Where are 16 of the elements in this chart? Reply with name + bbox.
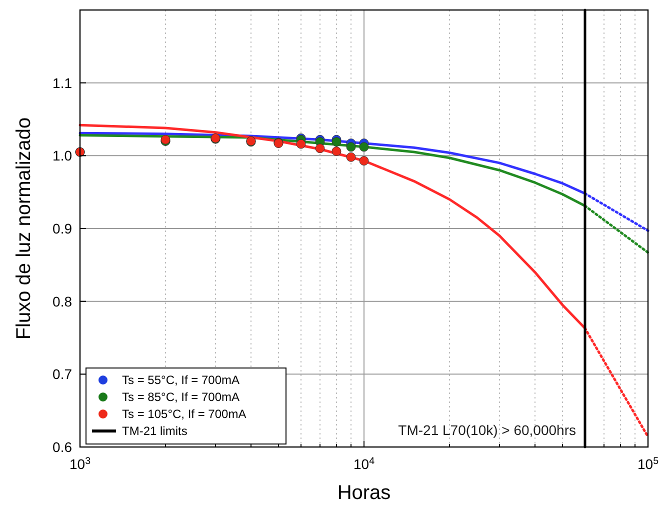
y-axis-title: Fluxo de luz normalizado: [13, 117, 35, 340]
legend-label: TM-21 limits: [122, 424, 188, 438]
y-tick-label: 0.7: [52, 366, 72, 382]
x-tick-label: 10$^{3}$: [69, 456, 92, 472]
y-tick-label: 0.6: [52, 439, 72, 455]
x-tick-label: 10$^{5}$: [637, 456, 660, 472]
legend-label: Ts = 105°C, If = 700mA: [122, 407, 246, 421]
y-tick-label: 1.0: [52, 148, 72, 164]
x-tick-label: 10$^{4}$: [353, 456, 376, 472]
y-tick-label: 1.1: [52, 74, 72, 91]
y-tick-label: 0.8: [52, 293, 72, 310]
x-axis-title: Horas: [337, 482, 391, 504]
legend-label: Ts = 85°C, If = 700mA: [122, 390, 240, 404]
y-tick-label: 0.9: [52, 220, 72, 236]
annotation: TM-21 L70(10k) > 60,000hrs: [398, 422, 576, 438]
legend-label: Ts = 55°C, If = 700mA: [122, 373, 240, 387]
